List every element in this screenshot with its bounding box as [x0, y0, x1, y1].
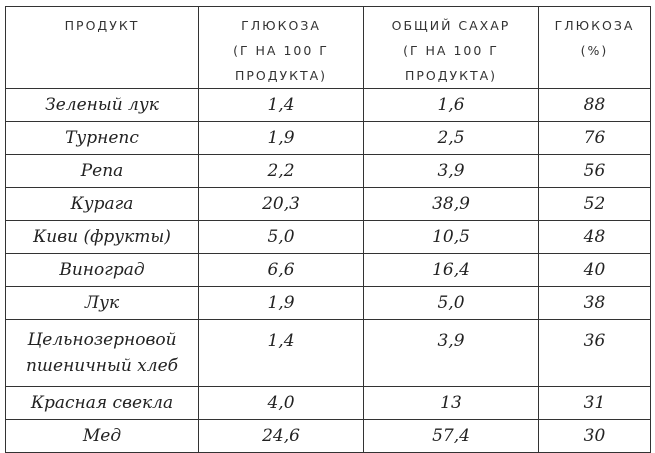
glucose-cell: 1,9	[198, 121, 364, 155]
glucose-pct-cell: 76	[538, 121, 651, 155]
table-row: Курага 20,3 38,9 52	[5, 187, 651, 221]
glucose-pct-cell: 30	[538, 419, 651, 453]
total-sugar-cell: 16,4	[363, 253, 539, 287]
glucose-cell: 1,4	[198, 88, 364, 122]
header-line: (Г НА 100 Г	[233, 43, 329, 58]
header-glucose: ГЛЮКОЗА (Г НА 100 Г ПРОДУКТА)	[198, 6, 364, 89]
table-row: Турнепс 1,9 2,5 76	[5, 121, 651, 155]
glucose-cell: 4,0	[198, 386, 364, 420]
product-cell: Турнепс	[5, 121, 199, 155]
header-line: ГЛЮКОЗА	[241, 18, 321, 33]
total-sugar-cell: 2,5	[363, 121, 539, 155]
glucose-pct-cell: 56	[538, 154, 651, 188]
glucose-cell: 20,3	[198, 187, 364, 221]
table-row: Виноград 6,6 16,4 40	[5, 253, 651, 287]
glucose-pct-cell: 88	[538, 88, 651, 122]
header-line: ОБЩИЙ САХАР	[391, 18, 511, 33]
header-row: ПРОДУКТ ГЛЮКОЗА (Г НА 100 Г ПРОДУКТА) ОБЩИЙ …	[5, 6, 651, 89]
glucose-table: ПРОДУКТ ГЛЮКОЗА (Г НА 100 Г ПРОДУКТА) ОБЩИЙ …	[5, 6, 651, 453]
product-cell: Цельнозерновой пшеничный хлеб	[5, 319, 199, 387]
glucose-cell: 24,6	[198, 419, 364, 453]
total-sugar-cell: 3,9	[363, 319, 539, 387]
total-sugar-cell: 57,4	[363, 419, 539, 453]
header-line: ПРОДУКТА)	[234, 68, 328, 83]
product-cell: Красная свекла	[5, 386, 199, 420]
product-cell: Репа	[5, 154, 199, 188]
total-sugar-cell: 1,6	[363, 88, 539, 122]
glucose-pct-cell: 38	[538, 286, 651, 320]
glucose-cell: 1,4	[198, 319, 364, 387]
header-product: ПРОДУКТ	[5, 6, 199, 89]
header-glucose-pct: ГЛЮКОЗА (%)	[538, 6, 651, 89]
product-cell: Зеленый лук	[5, 88, 199, 122]
product-line: пшеничный хлеб	[25, 356, 179, 376]
total-sugar-cell: 5,0	[363, 286, 539, 320]
total-sugar-cell: 13	[363, 386, 539, 420]
header-total-sugar: ОБЩИЙ САХАР (Г НА 100 Г ПРОДУКТА)	[363, 6, 539, 89]
glucose-cell: 2,2	[198, 154, 364, 188]
glucose-pct-cell: 31	[538, 386, 651, 420]
product-cell: Мед	[5, 419, 199, 453]
total-sugar-cell: 10,5	[363, 220, 539, 254]
glucose-cell: 5,0	[198, 220, 364, 254]
glucose-pct-cell: 36	[538, 319, 651, 387]
header-line: ГЛЮКОЗА	[554, 18, 635, 33]
glucose-pct-cell: 52	[538, 187, 651, 221]
table-row: Мед 24,6 57,4 30	[5, 419, 651, 453]
glucose-pct-cell: 48	[538, 220, 651, 254]
total-sugar-cell: 3,9	[363, 154, 539, 188]
table-row: Зеленый лук 1,4 1,6 88	[5, 88, 651, 122]
product-cell: Курага	[5, 187, 199, 221]
table-row: Цельнозерновой пшеничный хлеб 1,4 3,9 36	[5, 319, 651, 387]
table-row: Лук 1,9 5,0 38	[5, 286, 651, 320]
product-cell: Виноград	[5, 253, 199, 287]
table-row: Киви (фрукты) 5,0 10,5 48	[5, 220, 651, 254]
glucose-pct-cell: 40	[538, 253, 651, 287]
product-cell: Киви (фрукты)	[5, 220, 199, 254]
table-row: Красная свекла 4,0 13 31	[5, 386, 651, 420]
header-line: (%)	[580, 43, 609, 58]
header-line: (Г НА 100 Г	[403, 43, 499, 58]
table-row: Репа 2,2 3,9 56	[5, 154, 651, 188]
header-line: ПРОДУКТ	[64, 18, 140, 33]
header-line: ПРОДУКТА)	[404, 68, 498, 83]
glucose-cell: 1,9	[198, 286, 364, 320]
product-line: Цельнозерновой	[27, 330, 177, 350]
glucose-cell: 6,6	[198, 253, 364, 287]
total-sugar-cell: 38,9	[363, 187, 539, 221]
product-cell: Лук	[5, 286, 199, 320]
